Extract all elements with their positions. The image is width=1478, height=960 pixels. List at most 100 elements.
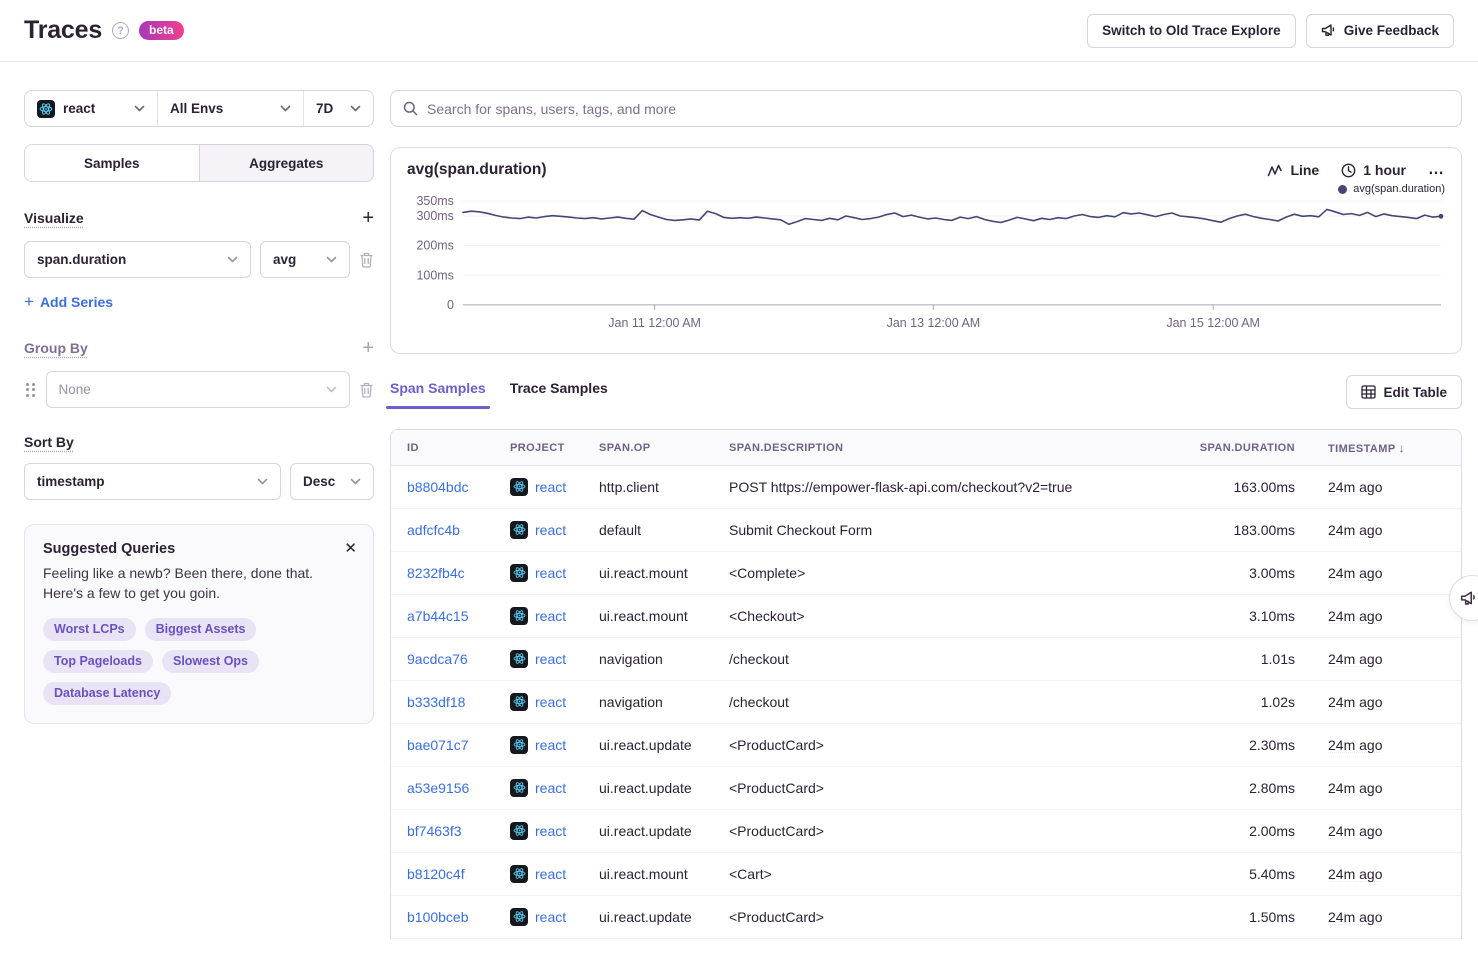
span-op-cell: navigation (599, 651, 729, 667)
suggested-query-chip[interactable]: Top Pageloads (43, 650, 153, 673)
span-duration-cell: 3.00ms (1176, 565, 1328, 581)
close-icon[interactable]: ✕ (344, 539, 357, 557)
column-header-span-description[interactable]: SPAN.DESCRIPTION (729, 442, 1176, 454)
sort-field-value: timestamp (37, 474, 105, 489)
react-project-icon (510, 908, 528, 926)
chevron-down-icon (326, 256, 337, 263)
span-id-link[interactable]: b8804bdc (407, 479, 469, 495)
project-link[interactable]: react (535, 651, 566, 667)
span-id-link[interactable]: b333df18 (407, 694, 465, 710)
table-row: a53e9156reactui.react.update<ProductCard… (391, 767, 1461, 810)
main-content: avg(span.duration) Line 1 hour (390, 90, 1462, 939)
column-header-id[interactable]: ID (407, 442, 510, 454)
project-link[interactable]: react (535, 780, 566, 796)
sort-by-section: Sort By timestamp Desc (24, 434, 374, 500)
project-link[interactable]: react (535, 565, 566, 581)
project-selector[interactable]: react (25, 91, 157, 126)
timestamp-link[interactable]: 24m ago (1328, 479, 1382, 495)
suggested-query-chip[interactable]: Database Latency (43, 682, 171, 705)
project-link[interactable]: react (535, 694, 566, 710)
add-series-link[interactable]: + Add Series (24, 292, 113, 312)
line-chart[interactable]: 0100ms200ms300ms350msJan 11 12:00 AMJan … (407, 195, 1445, 345)
timestamp-link[interactable]: 24m ago (1328, 909, 1382, 925)
span-id-link[interactable]: 8232fb4c (407, 565, 465, 581)
chart-type-selector[interactable]: Line (1267, 162, 1319, 178)
give-feedback-button[interactable]: Give Feedback (1306, 14, 1454, 48)
suggested-queries-card: Suggested Queries ✕ Feeling like a newb?… (24, 524, 374, 724)
timestamp-link[interactable]: 24m ago (1328, 565, 1382, 581)
column-header-timestamp[interactable]: TIMESTAMP↓ (1328, 441, 1445, 455)
search-input[interactable] (427, 101, 1449, 117)
chart-legend-item[interactable]: avg(span.duration) (1338, 183, 1445, 195)
timestamp-link[interactable]: 24m ago (1328, 522, 1382, 538)
project-link[interactable]: react (535, 866, 566, 882)
drag-handle-icon[interactable] (24, 381, 37, 399)
timestamp-link[interactable]: 24m ago (1328, 608, 1382, 624)
chart-interval-selector[interactable]: 1 hour (1341, 162, 1406, 178)
span-id-link[interactable]: bae071c7 (407, 737, 469, 753)
table-row: adfcfc4breactdefaultSubmit Checkout Form… (391, 509, 1461, 552)
tab-span-samples[interactable]: Span Samples (390, 380, 486, 409)
project-link[interactable]: react (535, 823, 566, 839)
sort-direction-select[interactable]: Desc (290, 463, 374, 500)
react-project-icon (510, 607, 528, 625)
sort-field-select[interactable]: timestamp (24, 463, 281, 500)
date-range-value: 7D (316, 101, 333, 116)
visualize-aggregate-select[interactable]: avg (260, 241, 350, 278)
project-link[interactable]: react (535, 737, 566, 753)
help-icon[interactable]: ? (112, 22, 129, 39)
timestamp-link[interactable]: 24m ago (1328, 694, 1382, 710)
suggested-query-chip[interactable]: Slowest Ops (162, 650, 259, 673)
table-row: b100bcebreactui.react.update<ProductCard… (391, 896, 1461, 939)
switch-old-trace-button[interactable]: Switch to Old Trace Explore (1087, 14, 1296, 48)
search-icon (403, 101, 418, 116)
table-row: a7b44c15reactui.react.mount<Checkout>3.1… (391, 595, 1461, 638)
span-description-cell: Submit Checkout Form (729, 522, 1176, 538)
add-visualize-button[interactable]: + (362, 208, 374, 228)
suggested-query-chip[interactable]: Biggest Assets (145, 618, 257, 641)
table-grid-icon (1361, 385, 1376, 399)
column-header-span-duration[interactable]: SPAN.DURATION (1176, 442, 1328, 454)
column-header-span-op[interactable]: SPAN.OP (599, 442, 729, 454)
svg-text:Jan 15 12:00 AM: Jan 15 12:00 AM (1166, 316, 1260, 330)
chart-more-menu[interactable]: … (1428, 161, 1445, 179)
project-link[interactable]: react (535, 909, 566, 925)
span-id-link[interactable]: a53e9156 (407, 780, 469, 796)
timestamp-link[interactable]: 24m ago (1328, 651, 1382, 667)
span-id-link[interactable]: adfcfc4b (407, 522, 460, 538)
column-header-project[interactable]: PROJECT (510, 442, 599, 454)
delete-group-by-button[interactable] (359, 382, 374, 398)
chart-title: avg(span.duration) (407, 161, 547, 179)
delete-series-button[interactable] (359, 252, 374, 268)
timestamp-link[interactable]: 24m ago (1328, 737, 1382, 753)
span-description-cell: <ProductCard> (729, 780, 1176, 796)
project-link[interactable]: react (535, 522, 566, 538)
sort-descending-icon: ↓ (1399, 441, 1405, 455)
visualize-field-select[interactable]: span.duration (24, 241, 251, 278)
timestamp-link[interactable]: 24m ago (1328, 780, 1382, 796)
edit-table-button[interactable]: Edit Table (1346, 375, 1462, 409)
span-id-link[interactable]: b100bceb (407, 909, 469, 925)
project-link[interactable]: react (535, 479, 566, 495)
environment-selector[interactable]: All Envs (157, 91, 303, 126)
span-id-link[interactable]: b8120c4f (407, 866, 465, 882)
span-description-cell: <Cart> (729, 866, 1176, 882)
tab-samples[interactable]: Samples (25, 145, 200, 181)
react-project-icon (37, 100, 55, 118)
project-selector-value: react (63, 101, 95, 116)
suggested-query-chip[interactable]: Worst LCPs (43, 618, 136, 641)
span-id-link[interactable]: a7b44c15 (407, 608, 469, 624)
table-row: 9acdca76reactnavigation/checkout1.01s24m… (391, 638, 1461, 681)
project-link[interactable]: react (535, 608, 566, 624)
add-group-by-button[interactable]: + (362, 338, 374, 358)
tab-trace-samples[interactable]: Trace Samples (510, 380, 608, 409)
span-id-link[interactable]: bf7463f3 (407, 823, 462, 839)
group-by-select[interactable]: None (46, 371, 351, 408)
tab-aggregates[interactable]: Aggregates (200, 145, 374, 181)
chevron-down-icon (326, 386, 337, 393)
date-range-selector[interactable]: 7D (303, 91, 373, 126)
timestamp-link[interactable]: 24m ago (1328, 866, 1382, 882)
timestamp-link[interactable]: 24m ago (1328, 823, 1382, 839)
clock-icon (1341, 163, 1356, 178)
span-id-link[interactable]: 9acdca76 (407, 651, 468, 667)
